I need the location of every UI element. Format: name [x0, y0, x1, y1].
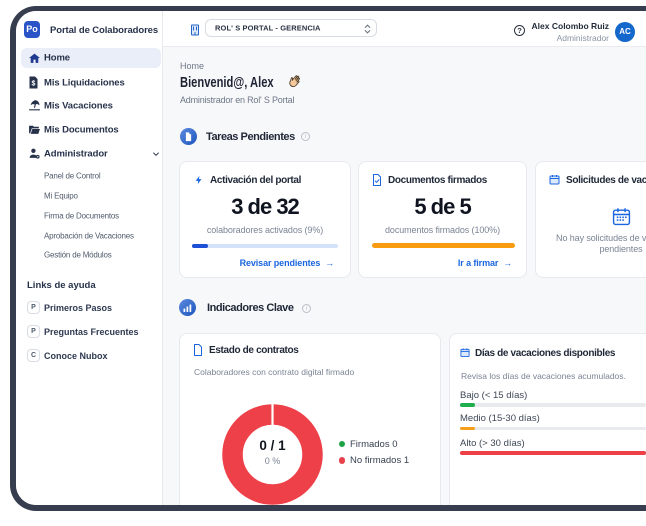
svg-text:$: $ [31, 81, 35, 88]
